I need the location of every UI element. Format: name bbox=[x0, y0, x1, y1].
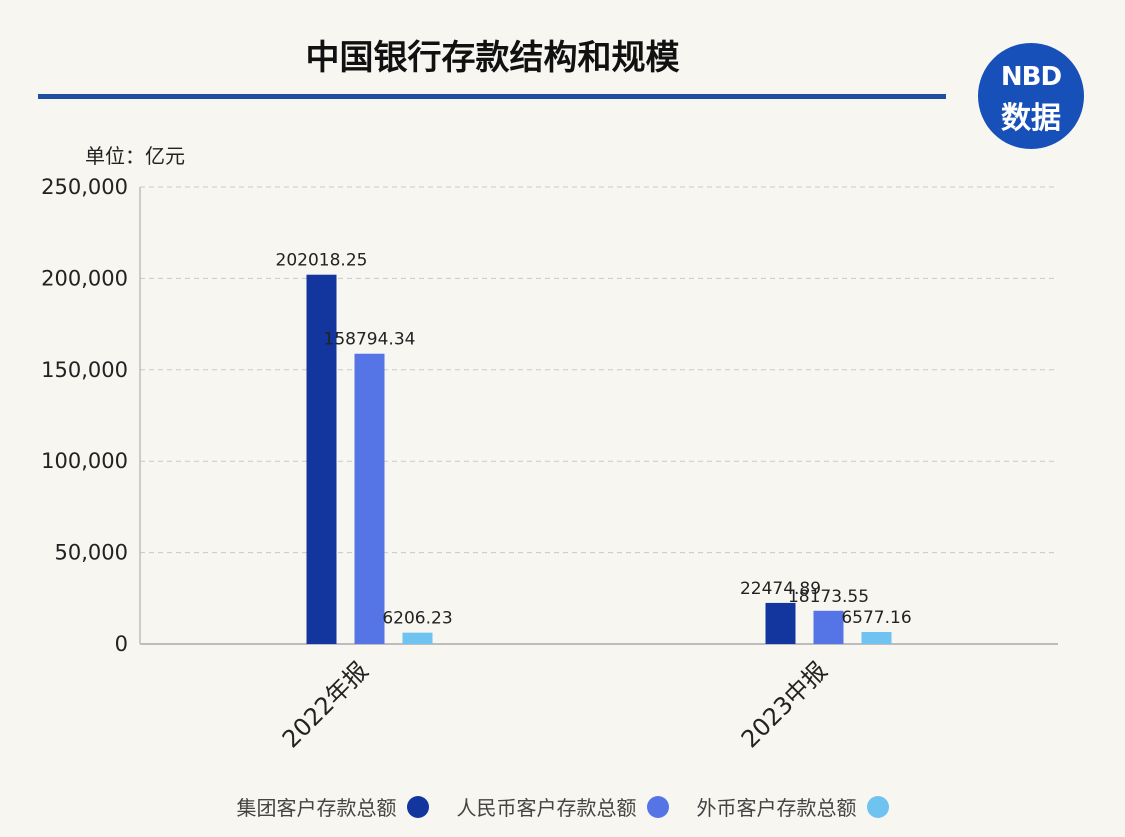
logo-text-data: 数据 bbox=[1001, 101, 1061, 136]
legend-label: 外币客户存款总额 bbox=[696, 796, 857, 820]
legend-swatch bbox=[866, 795, 889, 818]
legend: 集团客户存款总额 人民币客户存款总额 外币客户存款总额 bbox=[0, 792, 1125, 821]
title-underline bbox=[38, 94, 946, 99]
bar bbox=[813, 610, 844, 644]
data-label: 6206.23 bbox=[382, 609, 452, 629]
bar bbox=[306, 274, 337, 644]
legend-item: 集团客户存款总额 bbox=[237, 792, 429, 821]
y-tick-label: 50,000 bbox=[55, 541, 128, 565]
legend-item: 外币客户存款总额 bbox=[697, 792, 889, 821]
logo-text-nbd: NBD bbox=[1000, 62, 1062, 92]
data-label: 22474.89 bbox=[740, 579, 821, 599]
bar bbox=[402, 632, 433, 644]
chart-title: 中国银行存款结构和规模 bbox=[305, 38, 680, 78]
legend-item: 人民币客户存款总额 bbox=[457, 792, 669, 821]
unit-label: 单位：亿元 bbox=[85, 144, 185, 168]
x-tick-label: 2022年报 bbox=[277, 656, 374, 753]
y-tick-label: 250,000 bbox=[41, 175, 128, 199]
data-label: 158794.34 bbox=[324, 330, 416, 350]
bar bbox=[765, 602, 796, 644]
legend-label: 人民币客户存款总额 bbox=[456, 796, 637, 820]
y-tick-label: 200,000 bbox=[41, 266, 128, 290]
data-label: 202018.25 bbox=[276, 251, 368, 271]
legend-label: 集团客户存款总额 bbox=[236, 796, 397, 820]
legend-swatch bbox=[406, 795, 429, 818]
bar bbox=[354, 353, 385, 644]
data-label: 6577.16 bbox=[841, 608, 911, 628]
data-label: 18173.55 bbox=[788, 587, 869, 607]
x-tick-label: 2023中报 bbox=[736, 656, 833, 753]
y-tick-label: 0 bbox=[115, 632, 128, 656]
legend-swatch bbox=[646, 795, 669, 818]
bar bbox=[861, 631, 892, 644]
nbd-logo: NBD 数据 bbox=[978, 43, 1084, 149]
y-tick-label: 100,000 bbox=[41, 449, 128, 473]
y-tick-label: 150,000 bbox=[41, 358, 128, 382]
